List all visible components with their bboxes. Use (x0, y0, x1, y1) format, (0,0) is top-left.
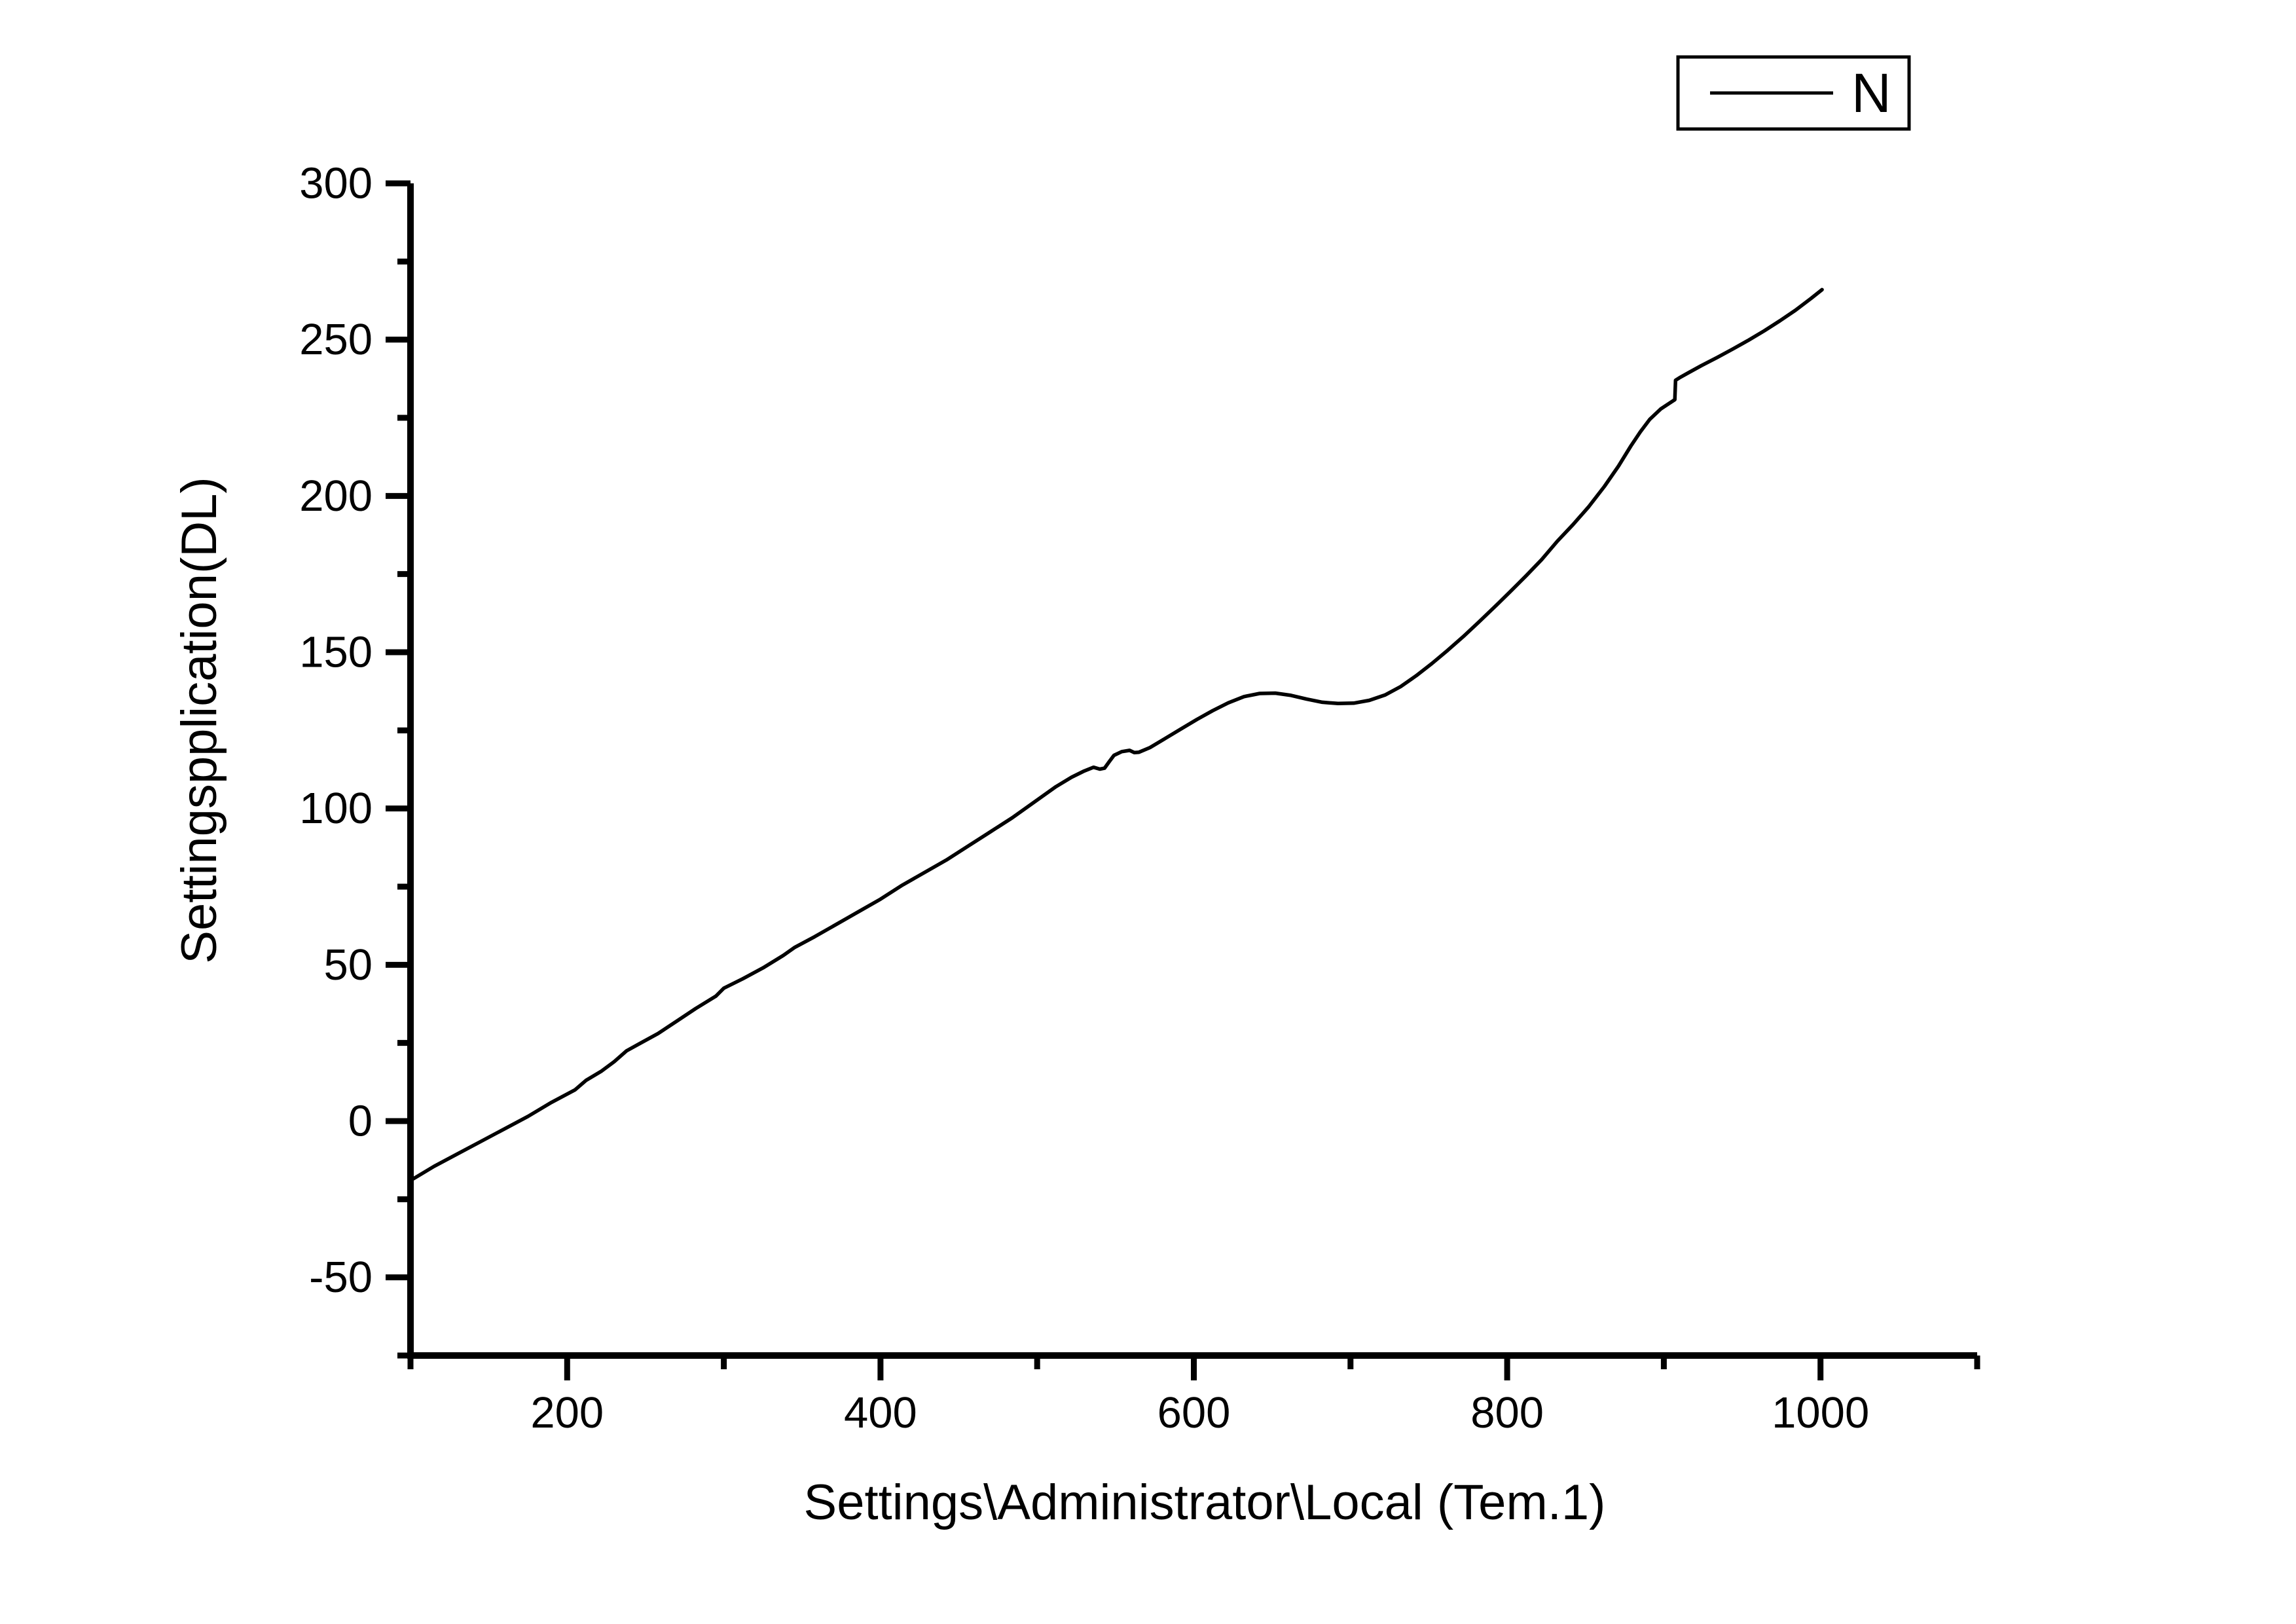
series-line (409, 287, 1824, 1183)
y-tick-label: 150 (299, 628, 373, 677)
axis-spine (407, 183, 1977, 1359)
x-tick-label: 600 (1157, 1388, 1231, 1437)
axes (407, 183, 1977, 1359)
y-tick-label: -50 (309, 1253, 373, 1302)
x-tick-label: 1000 (1772, 1388, 1869, 1437)
legend: N (1676, 55, 1911, 131)
x-axis-title: Settings\Administrator\Local (Tem.1) (804, 1475, 1606, 1530)
x-tick-label: 800 (1470, 1388, 1544, 1437)
y-tick-label: 200 (299, 471, 373, 521)
x-tick-label: 400 (844, 1388, 917, 1437)
y-tick-label: 100 (299, 784, 373, 833)
data-line (409, 287, 1824, 1183)
y-tick-label: 0 (348, 1097, 373, 1146)
y-tick-label: 300 (299, 159, 373, 208)
y-axis-title: Settingspplication(DL) (172, 477, 227, 964)
tick-labels: -50 0 50 100 150 200 250 300 200 400 600 800 1000 (299, 159, 1869, 1438)
y-tick-label: 250 (299, 315, 373, 364)
y-tick-label: 50 (323, 940, 373, 989)
legend-label: N (1851, 62, 1891, 124)
x-tick-label: 200 (530, 1388, 604, 1437)
tick-marks (386, 180, 1980, 1380)
